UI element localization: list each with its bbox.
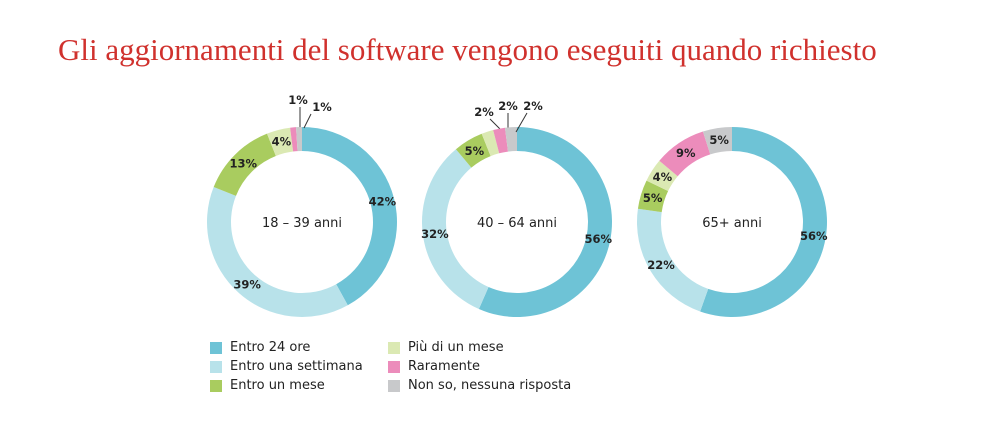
data-label: 56% [800, 229, 828, 243]
legend-swatch [388, 360, 400, 373]
data-label: 22% [647, 258, 675, 272]
legend-item: Entro una settimana [210, 359, 363, 374]
legend-swatch [388, 341, 400, 354]
legend-item: Raramente [388, 359, 480, 374]
legend-label: Raramente [408, 359, 481, 374]
donut-center-label: 65+ anni [702, 216, 762, 231]
legend-swatch [210, 360, 222, 373]
donut-slice [267, 127, 294, 156]
legend-label: Entro un mese [230, 378, 325, 393]
donut-slice [700, 127, 828, 318]
donut-slice [637, 180, 669, 213]
data-label: 13% [230, 156, 258, 170]
leader-line [515, 112, 528, 133]
donut-slice [637, 208, 709, 312]
data-label: 39% [233, 277, 261, 291]
donut-slice [422, 149, 489, 310]
donut-slice [213, 133, 276, 196]
donut-3: 56% 22% 5% 4%9% 5% 65+ anni [637, 127, 828, 318]
leader-line [303, 113, 312, 129]
donut-slice [702, 127, 732, 155]
data-label: 2% [523, 99, 543, 113]
data-label: 1% [312, 100, 332, 114]
donut-slice [296, 127, 302, 152]
donut-slice [493, 127, 509, 154]
donut-slice [302, 127, 398, 306]
legend-item: Non so, nessuna risposta [388, 378, 571, 393]
donut-slice [504, 127, 517, 152]
chart-title: Gli aggiornamenti del software vengono e… [58, 32, 877, 67]
legend-item: Entro 24 ore [210, 340, 310, 355]
legend-label: Non so, nessuna risposta [408, 378, 572, 393]
donut-2: 56% 32% 5% 2% 2% 2% 40 – 64 anni [421, 99, 612, 317]
data-label: 32% [421, 227, 449, 241]
donut-slice [481, 130, 500, 157]
legend-label: Entro una settimana [230, 359, 363, 374]
data-label: 5% [709, 133, 729, 147]
data-label: 4% [272, 135, 292, 149]
legend-label: Più di un mese [408, 340, 504, 355]
data-label: 9% [676, 146, 696, 160]
donut-center-label: 18 – 39 anni [262, 216, 342, 231]
donut-slice [206, 187, 348, 318]
donut-center-label: 40 – 64 anni [477, 216, 557, 231]
donut-slice [478, 127, 613, 317]
data-label: 42% [369, 194, 397, 208]
legend-item: Entro un mese [210, 378, 325, 393]
data-label: 2% [498, 99, 518, 113]
legend-label: Entro 24 ore [230, 340, 311, 355]
data-label: 1% [288, 93, 308, 107]
donut-slice [290, 127, 298, 152]
legend-item: Più di un mese [388, 340, 504, 355]
legend-swatch [388, 379, 400, 392]
donut-slice [646, 160, 678, 192]
data-label: 5% [465, 144, 485, 158]
legend-swatch [210, 379, 222, 392]
data-label: 5% [643, 191, 663, 205]
data-label: 56% [584, 232, 612, 246]
data-label: 2% [474, 105, 494, 119]
donut-1: 42% 39% 13% 4% 1% 1% 18 – 39 anni [206, 93, 398, 318]
donut-slice [455, 133, 491, 168]
donut-slice [659, 131, 711, 177]
legend-swatch [210, 341, 222, 354]
data-label: 4% [653, 170, 673, 184]
